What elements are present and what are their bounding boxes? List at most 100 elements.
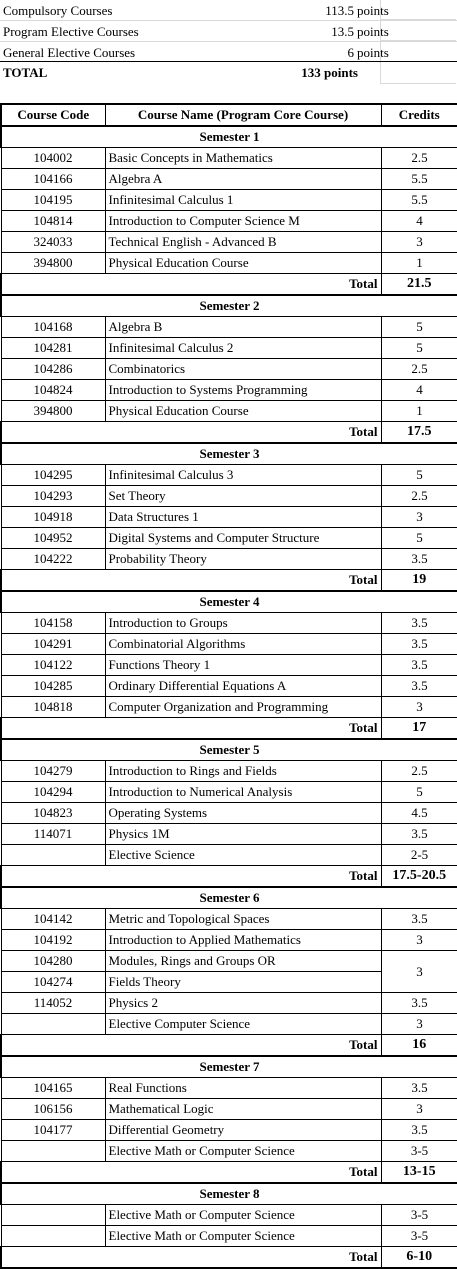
course-credits: 3 bbox=[380, 1013, 457, 1035]
course-code: 104168 bbox=[0, 316, 106, 338]
semester-title: Semester 3 bbox=[0, 442, 457, 465]
summary-unit: points bbox=[357, 45, 389, 60]
course-name: Basic Concepts in Mathematics bbox=[104, 147, 382, 169]
empty-cell bbox=[380, 21, 456, 41]
course-code: 104166 bbox=[0, 168, 106, 190]
course-credits: 3 bbox=[380, 1098, 457, 1120]
course-name: Probability Theory bbox=[104, 548, 382, 570]
course-code bbox=[0, 1140, 106, 1162]
table-row: 394800 Physical Education Course 1 bbox=[0, 400, 457, 422]
course-code bbox=[0, 1225, 106, 1247]
semester-header-row: Semester 6 bbox=[0, 886, 457, 909]
course-name: Introduction to Rings and Fields bbox=[104, 760, 382, 782]
course-credits: 3.5 bbox=[380, 548, 457, 570]
course-name: Physical Education Course bbox=[104, 252, 382, 274]
course-code: 104002 bbox=[0, 147, 106, 169]
table-row: 104165 Real Functions 3.5 bbox=[0, 1077, 457, 1099]
semester-total-label: Total bbox=[0, 1161, 382, 1184]
course-credits: 2.5 bbox=[380, 485, 457, 507]
course-name: Set Theory bbox=[104, 485, 382, 507]
course-code: 104177 bbox=[0, 1119, 106, 1141]
course-name: Algebra B bbox=[104, 316, 382, 338]
table-row: 104002 Basic Concepts in Mathematics 2.5 bbox=[0, 147, 457, 169]
table-row: 104818 Computer Organization and Programm… bbox=[0, 696, 457, 718]
course-name: Functions Theory 1 bbox=[104, 654, 382, 676]
course-table-wrapper: Course Code Course Name (Program Core Co… bbox=[0, 103, 457, 1269]
course-credits: 5.5 bbox=[380, 168, 457, 190]
table-row: Elective Math or Computer Science 3-5 bbox=[0, 1140, 457, 1162]
course-name: Infinitesimal Calculus 3 bbox=[104, 464, 382, 486]
course-credits: 3.5 bbox=[380, 633, 457, 655]
course-credits: 2.5 bbox=[380, 147, 457, 169]
course-code: 114071 bbox=[0, 823, 106, 845]
table-row: 104158 Introduction to Groups 3.5 bbox=[0, 612, 457, 634]
semester-total-value: 6-10 bbox=[380, 1246, 457, 1269]
course-code: 394800 bbox=[0, 400, 106, 422]
course-credits: 4 bbox=[380, 379, 457, 401]
summary-row-compulsory: Compulsory Courses 113.5 points bbox=[0, 0, 457, 21]
course-credits: 1 bbox=[380, 252, 457, 274]
semester-total-value: 19 bbox=[380, 569, 457, 592]
semester-total-row: Total 17.5-20.5 bbox=[0, 865, 457, 888]
course-credits: 5 bbox=[380, 464, 457, 486]
semester-total-row: Total 13-15 bbox=[0, 1161, 457, 1184]
course-credits: 2-5 bbox=[380, 844, 457, 866]
course-name: Real Functions bbox=[104, 1077, 382, 1099]
course-credits: 3.5 bbox=[380, 908, 457, 930]
course-credits: 5 bbox=[380, 527, 457, 549]
course-code: 104294 bbox=[0, 781, 106, 803]
course-credits: 3.5 bbox=[380, 1077, 457, 1099]
course-code bbox=[0, 1013, 106, 1035]
table-row: 104280 Modules, Rings and Groups OR 3 bbox=[0, 950, 457, 993]
course-name: Differential Geometry bbox=[104, 1119, 382, 1141]
semester-total-row: Total 17.5 bbox=[0, 421, 457, 444]
semester-header-row: Semester 4 bbox=[0, 590, 457, 613]
course-credits: 3-5 bbox=[380, 1225, 457, 1247]
semester-total-value: 17.5 bbox=[380, 421, 457, 444]
course-code: 104195 bbox=[0, 189, 106, 211]
table-row: 104177 Differential Geometry 3.5 bbox=[0, 1119, 457, 1141]
empty-cell bbox=[380, 62, 456, 84]
table-row: 104142 Metric and Topological Spaces 3.5 bbox=[0, 908, 457, 930]
course-name: Digital Systems and Computer Structure bbox=[104, 527, 382, 549]
course-credits: 1 bbox=[380, 400, 457, 422]
course-credits: 5 bbox=[380, 781, 457, 803]
course-name: Combinatorial Algorithms bbox=[104, 633, 382, 655]
course-name: Introduction to Groups bbox=[104, 612, 382, 634]
table-row: 114071 Physics 1M 3.5 bbox=[0, 823, 457, 845]
course-code: 104158 bbox=[0, 612, 106, 634]
semester-header-row: Semester 2 bbox=[0, 294, 457, 317]
course-credits: 3.5 bbox=[380, 654, 457, 676]
summary-unit: points bbox=[357, 3, 389, 18]
semester-header-row: Semester 3 bbox=[0, 442, 457, 465]
table-row: 104222 Probability Theory 3.5 bbox=[0, 548, 457, 570]
semester-total-value: 13-15 bbox=[380, 1161, 457, 1184]
course-name: Physics 2 bbox=[104, 992, 382, 1014]
semester-total-value: 16 bbox=[380, 1034, 457, 1057]
course-credits: 3 bbox=[380, 231, 457, 253]
course-code bbox=[0, 844, 106, 866]
course-code: 104285 bbox=[0, 675, 106, 697]
table-row: 104293 Set Theory 2.5 bbox=[0, 485, 457, 507]
course-code: 104293 bbox=[0, 485, 106, 507]
course-name: Computer Organization and Programming bbox=[104, 696, 382, 718]
table-row: 104195 Infinitesimal Calculus 1 5.5 bbox=[0, 189, 457, 211]
course-name: Infinitesimal Calculus 2 bbox=[104, 337, 382, 359]
course-name: Introduction to Numerical Analysis bbox=[104, 781, 382, 803]
course-name: Infinitesimal Calculus 1 bbox=[104, 189, 382, 211]
course-name: Fields Theory bbox=[104, 971, 382, 993]
semester-title: Semester 7 bbox=[0, 1055, 457, 1078]
table-row: 104294 Introduction to Numerical Analysis… bbox=[0, 781, 457, 803]
summary-row-total: TOTAL 133 points bbox=[0, 61, 457, 86]
table-row: 104166 Algebra A 5.5 bbox=[0, 168, 457, 190]
semester-total-label: Total bbox=[0, 569, 382, 592]
course-credits: 3 bbox=[380, 696, 457, 718]
table-row: 104952 Digital Systems and Computer Struc… bbox=[0, 527, 457, 549]
course-code: 104824 bbox=[0, 379, 106, 401]
